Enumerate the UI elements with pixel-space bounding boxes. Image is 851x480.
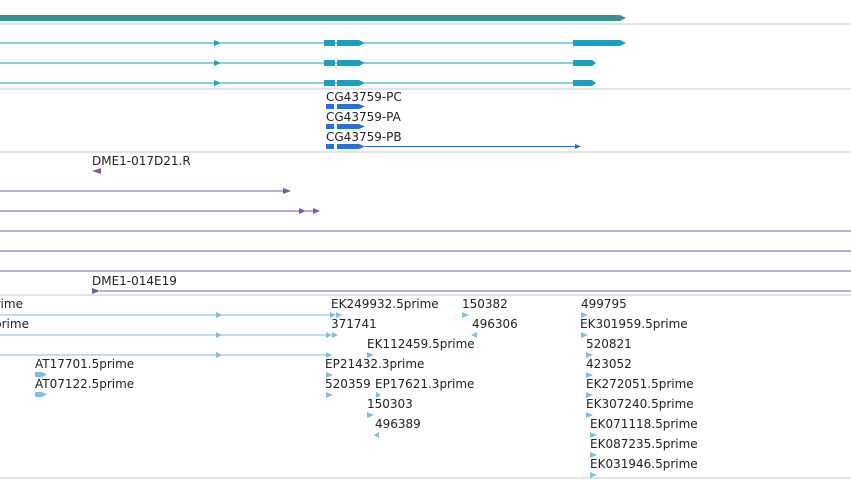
read-feature[interactable] bbox=[590, 472, 597, 478]
cds-model[interactable] bbox=[326, 144, 581, 149]
cds-model[interactable] bbox=[326, 104, 365, 109]
read-feature[interactable] bbox=[586, 352, 593, 358]
read-label: EK087235.5prime bbox=[590, 437, 698, 451]
est-feature[interactable] bbox=[0, 188, 291, 194]
read-feature[interactable] bbox=[374, 432, 379, 438]
read-label: 150303 bbox=[367, 397, 413, 411]
read-feature[interactable] bbox=[0, 312, 342, 318]
read-feature[interactable] bbox=[581, 332, 588, 338]
read-label: 499795 bbox=[581, 297, 627, 311]
read-feature[interactable] bbox=[471, 332, 477, 338]
read-label: 150382 bbox=[462, 297, 508, 311]
read-feature[interactable] bbox=[590, 452, 597, 458]
read-label: prime bbox=[0, 317, 29, 331]
read-label: EK307240.5prime bbox=[586, 397, 694, 411]
cds-label: CG43759-PA bbox=[326, 110, 402, 124]
est-feature[interactable] bbox=[92, 288, 851, 294]
cds-label: CG43759-PB bbox=[326, 130, 402, 144]
transcript-row[interactable] bbox=[0, 40, 626, 46]
track-separators bbox=[0, 23, 851, 479]
read-label: EK301959.5prime bbox=[580, 317, 688, 331]
read-label: 496306 bbox=[472, 317, 518, 331]
read-label: EK071118.5prime bbox=[590, 417, 698, 431]
read-feature[interactable] bbox=[0, 332, 338, 338]
strand-arrow-icon bbox=[214, 80, 221, 86]
gene-track bbox=[0, 15, 626, 21]
cds-track: CG43759-PC CG43759-PA CG43759-PB bbox=[326, 90, 581, 149]
est-feature[interactable] bbox=[0, 208, 320, 214]
read-feature[interactable] bbox=[462, 312, 469, 318]
read-feature[interactable] bbox=[0, 352, 332, 358]
read-label: AT07122.5prime bbox=[35, 377, 134, 391]
read-track: prime EK249932.5prime 150382 499795 prim… bbox=[0, 297, 698, 478]
transcript-row[interactable] bbox=[0, 80, 596, 86]
strand-arrow-icon bbox=[214, 60, 221, 66]
read-label: AT17701.5prime bbox=[35, 357, 134, 371]
cds-label: CG43759-PC bbox=[326, 90, 402, 104]
read-feature[interactable] bbox=[586, 412, 593, 418]
est-label: DME1-014E19 bbox=[92, 274, 177, 288]
est-track: DME1-017D21.R DME1-014E19 bbox=[0, 154, 851, 294]
read-label: 423052 bbox=[586, 357, 632, 371]
read-feature[interactable] bbox=[35, 392, 42, 397]
read-feature[interactable] bbox=[376, 392, 381, 398]
read-label: 520821 bbox=[586, 337, 632, 351]
strand-arrow-icon bbox=[214, 40, 221, 46]
read-feature[interactable] bbox=[326, 372, 333, 378]
read-label: EK249932.5prime bbox=[331, 297, 439, 311]
read-feature[interactable] bbox=[367, 412, 374, 418]
read-label: 371741 bbox=[331, 317, 377, 331]
cds-model[interactable] bbox=[326, 124, 365, 129]
read-feature[interactable] bbox=[581, 312, 588, 318]
read-label: 496389 bbox=[375, 417, 421, 431]
read-label: prime bbox=[0, 297, 23, 311]
read-feature[interactable] bbox=[35, 372, 42, 377]
read-label: EP21432.3prime bbox=[325, 357, 424, 371]
gene-span-bar[interactable] bbox=[0, 15, 620, 21]
read-feature[interactable] bbox=[326, 392, 333, 398]
transcript-row[interactable] bbox=[0, 60, 596, 66]
est-feature[interactable] bbox=[92, 168, 101, 174]
read-feature[interactable] bbox=[590, 432, 597, 438]
read-feature[interactable] bbox=[367, 352, 374, 358]
read-feature[interactable] bbox=[586, 392, 593, 398]
read-label: 520359 bbox=[325, 377, 371, 391]
read-label: EK272051.5prime bbox=[586, 377, 694, 391]
read-label: EK031946.5prime bbox=[590, 457, 698, 471]
est-label: DME1-017D21.R bbox=[92, 154, 191, 168]
read-label: EP17621.3prime bbox=[375, 377, 474, 391]
gene-strand-arrow-icon bbox=[620, 15, 626, 21]
read-feature[interactable] bbox=[586, 372, 593, 378]
read-label: EK112459.5prime bbox=[367, 337, 475, 351]
cdna-transcript-track bbox=[0, 40, 626, 86]
